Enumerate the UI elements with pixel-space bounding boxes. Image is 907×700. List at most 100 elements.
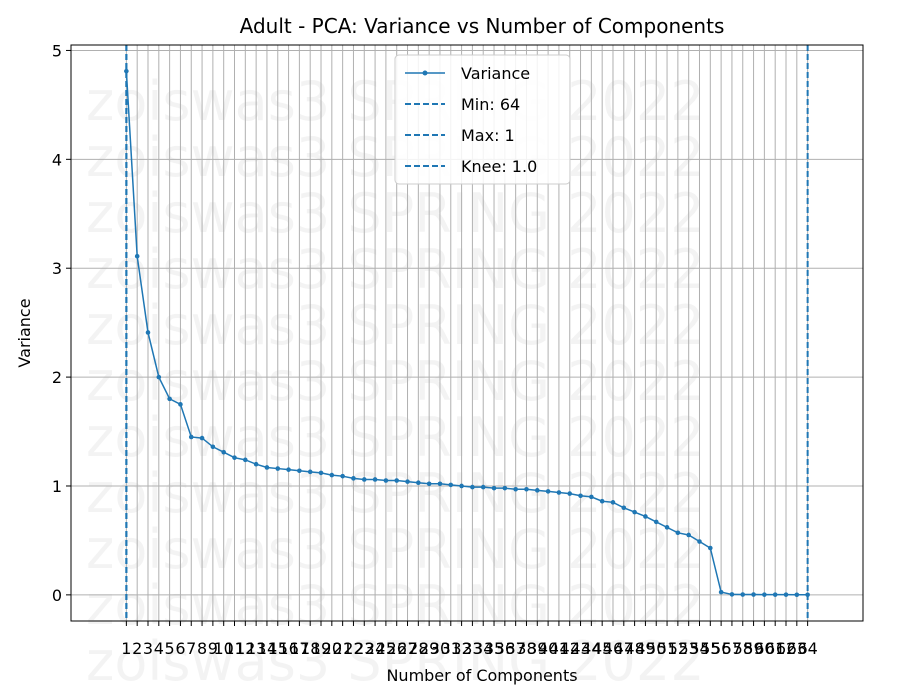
x-tick-label: 5 [165,639,175,658]
variance-data-point [286,467,291,472]
x-tick-label: 1 [121,639,131,658]
variance-data-point [156,374,162,380]
x-tick-label: 32 [451,639,471,658]
y-tick-label: 2 [52,368,62,387]
variance-data-point [405,479,410,484]
variance-data-point [480,484,486,490]
x-tick-label: 37 [505,639,525,658]
x-tick-label: 60 [754,639,774,658]
x-tick-label: 35 [484,639,504,658]
variance-data-point [751,592,756,597]
variance-data-point [729,592,735,597]
variance-data-point [383,478,389,483]
plot-area-frame [70,44,864,622]
watermark-text: zoiswas3 SPRING 2022 [86,630,705,693]
variance-data-point [361,477,367,482]
variance-data-point [567,491,573,496]
legend-max-label: Max: 1 [461,126,515,145]
x-tick-label: 43 [570,639,590,658]
variance-data-point [232,455,237,460]
x-tick-label: 48 [624,639,644,658]
x-tick-label: 47 [614,639,634,658]
variance-data-point [243,457,248,463]
x-tick-label: 8 [197,639,207,658]
x-tick-label: 36 [495,639,515,658]
grid-layer [71,45,863,621]
variance-data-point [188,434,194,440]
variance-data-point [675,530,681,536]
variance-data-point [297,468,302,474]
variance-data-point [178,402,183,407]
x-tick-label: 42 [560,639,580,658]
variance-data-point [556,490,562,495]
variance-data-point [772,592,778,597]
x-tick-label: 20 [322,639,342,658]
variance-data-point [534,488,540,493]
variance-data-point [340,473,345,479]
variance-data-point [794,592,800,598]
y-tick-label: 1 [52,477,62,496]
variance-data-point [762,592,767,597]
variance-data-point [740,592,746,597]
x-tick-label: 27 [397,639,417,658]
variance-data-point [491,485,497,491]
x-tick-label: 7 [186,639,196,658]
x-tick-label: 34 [473,639,493,658]
x-tick-label: 52 [668,639,688,658]
watermark-text: zoiswas3 SPRING 2022 [86,182,705,245]
x-tick-label: 49 [635,639,655,658]
x-tick-label: 56 [711,639,731,658]
y-tick-label: 0 [52,586,62,605]
legend: Variance Min: 64 Max: 1 Knee: 1.0 [394,54,571,185]
variance-data-point [199,435,205,441]
x-tick-label: 39 [527,639,547,658]
x-tick-label: 22 [343,639,363,658]
watermark-text: zoiswas3 SPRING 2022 [86,350,705,413]
variance-data-point [524,486,529,492]
x-tick-label: 28 [408,639,428,658]
y-axis: 0 1 2 3 4 5 [52,41,71,605]
x-tick-label: 59 [743,639,763,658]
chart-title: Adult - PCA: Variance vs Number of Compo… [240,14,725,38]
x-tick-label: 14 [257,639,277,658]
x-tick-label: 11 [224,639,244,658]
variance-data-point [124,68,129,74]
legend-variance-marker-icon [422,70,428,76]
variance-data-point [653,519,659,525]
series-layer [124,68,810,598]
variance-data-point [545,489,551,494]
x-tick-label: 41 [549,639,569,658]
variance-data-point [621,505,627,511]
legend-knee-label: Knee: 1.0 [461,157,537,176]
variance-data-point [718,589,724,595]
x-tick-label: 44 [581,639,601,658]
x-tick-label: 10 [214,639,234,658]
x-tick-label: 53 [679,639,699,658]
variance-data-point [210,444,216,450]
x-tick-label: 26 [387,639,407,658]
variance-series-line [125,71,808,596]
variance-data-point [697,539,702,544]
variance-data-point [643,514,648,519]
variance-data-point [167,396,172,402]
variance-data-point [502,485,508,491]
y-tick-label: 5 [52,41,62,60]
x-tick-label: 45 [592,639,612,658]
x-tick-label: 58 [733,639,753,658]
legend-box [394,54,571,185]
x-tick-label: 9 [208,639,218,658]
x-tick-label: 12 [235,639,255,658]
x-tick-label: 19 [311,639,331,658]
x-tick-label: 63 [787,639,807,658]
x-tick-label: 51 [657,639,677,658]
x-tick-label: 30 [430,639,450,658]
variance-data-point [275,466,281,471]
watermark-text: zoiswas3 SPRING 2022 [86,406,705,469]
legend-variance-label: Variance [461,64,530,83]
variance-data-point [307,469,313,475]
variance-data-point [426,481,432,487]
variance-data-point [448,482,454,488]
x-tick-label: 50 [646,639,666,658]
x-tick-label: 55 [700,639,720,658]
x-axis-label: Number of Components [386,666,577,685]
